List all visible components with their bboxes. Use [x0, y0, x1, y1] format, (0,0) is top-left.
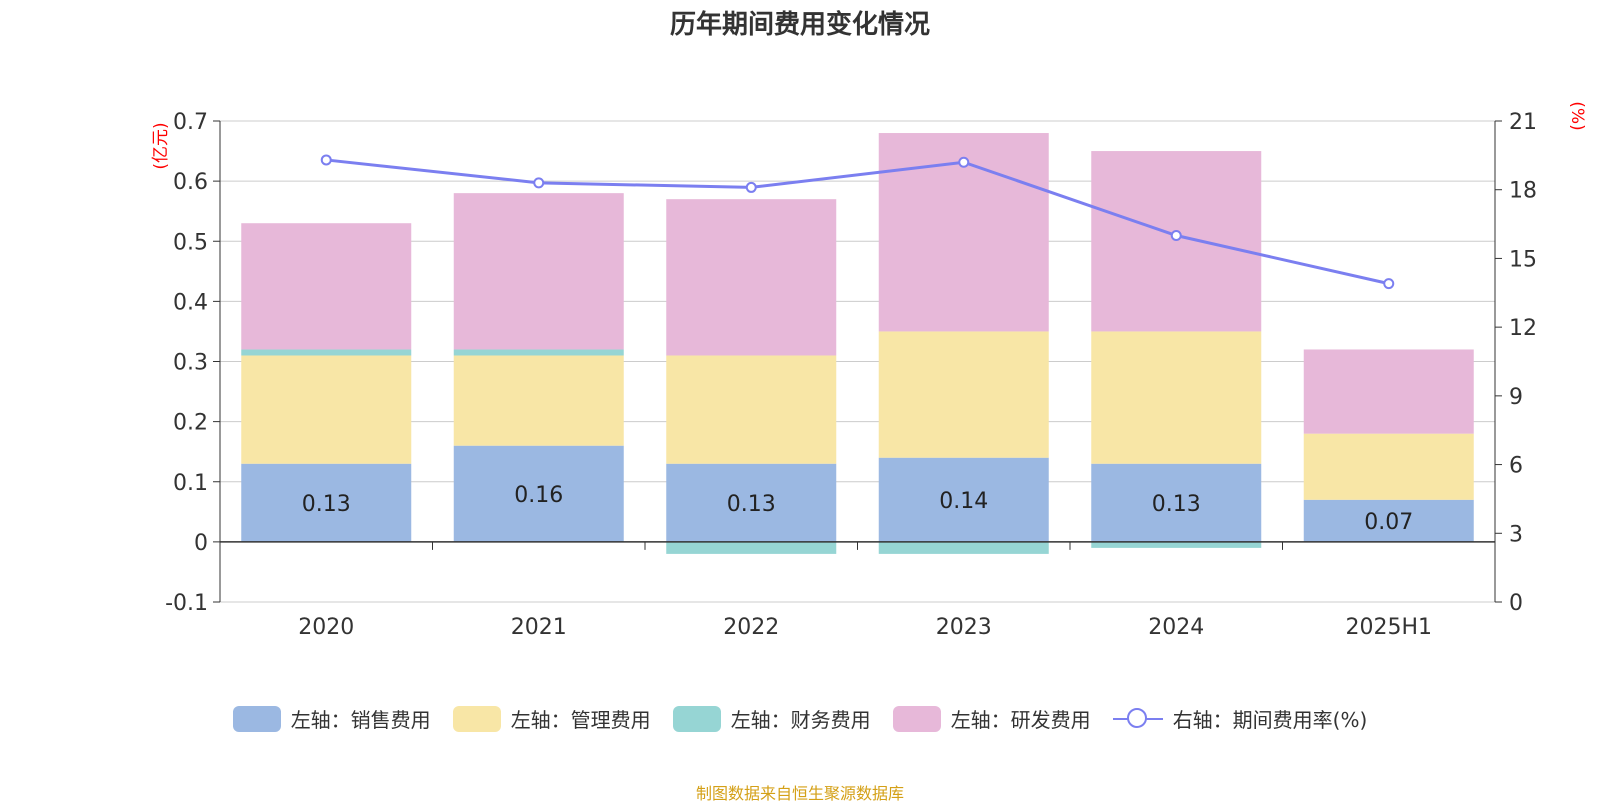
- legend-label: 左轴：财务费用: [730, 708, 871, 732]
- bar-segment: [453, 355, 624, 446]
- bar-segment: [241, 349, 412, 356]
- legend-swatch: [892, 705, 941, 732]
- data-labels-group: 0.13 0.16 0.13 0.14 0.13 0.07: [302, 483, 1413, 535]
- left-tick-label: 0.2: [173, 411, 208, 436]
- chart-title: 历年期间费用变化情况: [669, 10, 930, 40]
- left-tick-label: 0: [194, 531, 208, 556]
- right-axis-unit: (%): [1567, 101, 1587, 130]
- rate-point: [533, 177, 545, 189]
- bar-segment: [1091, 151, 1262, 332]
- rate-line: [326, 158, 1390, 286]
- bar-segment: [878, 541, 1049, 554]
- chart-svg: 0.7 0.6 0.5 0.4 0.3 0.2 0.1 0 -0.1 21 18 15 12 9 6 3 0 (亿…: [151, 101, 1587, 640]
- x-tick-label: 2024: [1148, 615, 1204, 640]
- bar-segment: [666, 355, 837, 464]
- legend-swatch: [232, 705, 281, 732]
- x-tick-label: 2023: [936, 615, 992, 640]
- bar-segment: [241, 355, 412, 464]
- bar-segment: [666, 463, 837, 542]
- legend-item[interactable]: 右轴：期间费用率(%): [1112, 704, 1368, 733]
- data-label: 0.16: [514, 483, 563, 508]
- right-tick-label: 21: [1509, 110, 1537, 135]
- data-label: 0.13: [727, 492, 776, 517]
- rate-point: [1383, 278, 1395, 290]
- right-tick-label: 3: [1509, 522, 1523, 547]
- legend-label: 左轴：研发费用: [950, 708, 1091, 732]
- legend-line-swatch: [1112, 706, 1163, 732]
- legend-label: 右轴：期间费用率(%): [1172, 708, 1368, 732]
- rate-point: [320, 154, 332, 166]
- left-tick-label: 0.4: [173, 290, 208, 315]
- legend-swatch: [672, 705, 721, 732]
- x-tick-label: 2025H1: [1345, 615, 1432, 640]
- bars-group: [241, 133, 1474, 554]
- bar-segment: [453, 193, 624, 350]
- bar-segment: [241, 463, 412, 542]
- legend-item[interactable]: 左轴：财务费用: [672, 704, 871, 733]
- left-tick-label: 0.7: [173, 110, 208, 135]
- bar-segment: [453, 445, 624, 542]
- bar-segment: [666, 199, 837, 356]
- legend-item[interactable]: 左轴：管理费用: [452, 704, 651, 733]
- bar-segment: [1303, 349, 1474, 434]
- bar-segment: [241, 223, 412, 350]
- bar-segment: [1091, 541, 1262, 548]
- source-note: 制图数据来自恒生聚源数据库: [695, 784, 904, 803]
- right-tick-label: 9: [1509, 385, 1523, 410]
- bar-segment: [1303, 433, 1474, 500]
- x-tick-label: 2020: [298, 615, 354, 640]
- legend-label: 左轴：销售费用: [290, 708, 431, 732]
- x-tick-label: 2021: [511, 615, 567, 640]
- legend-item[interactable]: 左轴：研发费用: [892, 704, 1091, 733]
- legend-swatch: [452, 705, 501, 732]
- bar-segment: [1091, 463, 1262, 542]
- bar-segment: [1303, 499, 1474, 542]
- left-tick-label: 0.6: [173, 170, 208, 195]
- x-tick-label: 2022: [723, 615, 779, 640]
- right-tick-label: 12: [1509, 316, 1537, 341]
- rate-point: [1170, 230, 1182, 242]
- left-tick-label: 0.3: [173, 351, 208, 376]
- left-tick-label: 0.5: [173, 230, 208, 255]
- right-tick-label: 18: [1509, 179, 1537, 204]
- rate-point: [745, 181, 757, 193]
- bar-segment: [1091, 331, 1262, 464]
- right-tick-label: 6: [1509, 454, 1523, 479]
- legend-label: 左轴：管理费用: [510, 708, 651, 732]
- data-label: 0.13: [302, 492, 351, 517]
- rate-line-group: [320, 154, 1395, 290]
- legend: 左轴：销售费用 左轴：管理费用 左轴：财务费用 左轴：研发费用 右轴：期间费用率(%): [0, 704, 1600, 733]
- legend-item[interactable]: 左轴：销售费用: [232, 704, 431, 733]
- data-label: 0.13: [1152, 492, 1201, 517]
- right-tick-label: 15: [1509, 247, 1537, 272]
- axes-group: 0.7 0.6 0.5 0.4 0.3 0.2 0.1 0 -0.1 21 18 15 12 9 6 3 0 (亿…: [151, 101, 1587, 640]
- bar-segment: [878, 331, 1049, 458]
- right-tick-label: 0: [1509, 591, 1523, 616]
- left-axis-unit: (亿元): [151, 122, 171, 169]
- rate-point: [958, 156, 970, 168]
- data-label: 0.14: [939, 489, 988, 514]
- left-tick-label: -0.1: [165, 591, 208, 616]
- bar-segment: [666, 541, 837, 554]
- data-label: 0.07: [1364, 510, 1413, 535]
- bar-segment: [878, 457, 1049, 542]
- bar-segment: [453, 349, 624, 356]
- left-tick-label: 0.1: [173, 471, 208, 496]
